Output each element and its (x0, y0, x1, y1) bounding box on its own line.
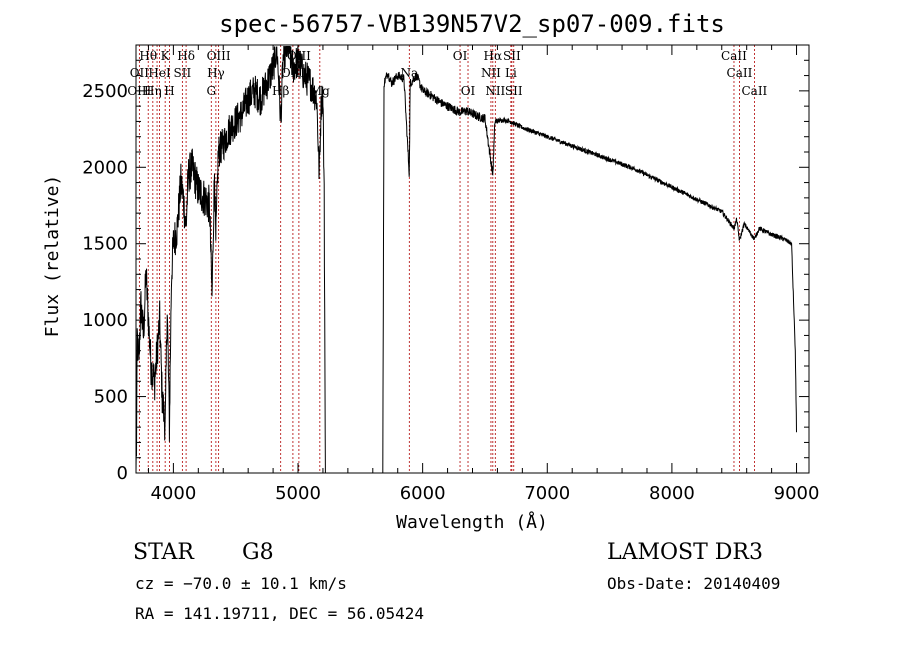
line-label: H (164, 84, 174, 98)
object-class: STAR (133, 540, 194, 565)
spectrum-curve (135, 46, 797, 474)
line-label: Hα (484, 49, 503, 63)
x-tick-label: 5000 (275, 483, 321, 504)
line-label: SII (503, 49, 521, 63)
object-subclass: G8 (242, 540, 274, 565)
y-tick-label: 500 (94, 387, 128, 408)
line-label: Hθ (139, 49, 157, 63)
redshift-text: cz = −70.0 ± 10.1 km/s (135, 574, 347, 593)
x-tick-label: 8000 (649, 483, 695, 504)
spectral-line-markers (138, 45, 755, 473)
x-tick-label: 7000 (524, 483, 570, 504)
line-label: HeI (148, 66, 171, 80)
line-label: Hη (144, 84, 162, 98)
line-label: Li (505, 66, 517, 80)
x-axis-label: Wavelength (Å) (396, 511, 548, 533)
line-label: Na (400, 66, 418, 80)
line-label: SII (174, 66, 192, 80)
obs-date: Obs-Date: 20140409 (607, 574, 781, 593)
line-label: CaII (727, 66, 753, 80)
axis-ticks: 4000 5000 6000 7000 8000 9000 0 500 1000 1500 2000… (82, 45, 819, 504)
line-label: K (161, 49, 171, 63)
line-label: CaII (741, 84, 767, 98)
line-label: OII (130, 66, 150, 80)
survey-name: LAMOST DR3 (607, 540, 763, 565)
y-axis-label: Flux (relative) (42, 175, 63, 338)
y-tick-label: 1000 (82, 310, 128, 331)
x-tick-label: 4000 (150, 483, 196, 504)
line-label: NII (485, 84, 505, 98)
y-tick-label: 1500 (82, 234, 128, 255)
line-label: SII (505, 84, 523, 98)
line-label: CaII (721, 49, 747, 63)
line-label: OI (461, 84, 476, 98)
line-label: Hβ (272, 84, 289, 98)
y-tick-label: 2500 (82, 81, 128, 102)
line-label: OIII (207, 49, 231, 63)
line-label: Hγ (207, 66, 225, 80)
chart-title: spec-56757-VB139N57V2_sp07-009.fits (219, 10, 725, 38)
line-label: OI (453, 49, 468, 63)
line-label: G (206, 84, 216, 98)
x-tick-label: 6000 (400, 483, 446, 504)
y-tick-label: 0 (117, 463, 128, 484)
x-tick-label: 9000 (774, 483, 820, 504)
line-label: Hδ (177, 49, 195, 63)
ra-dec: RA = 141.19711, DEC = 56.05424 (135, 604, 424, 623)
y-tick-label: 2000 (82, 157, 128, 178)
line-label: NII (481, 66, 501, 80)
